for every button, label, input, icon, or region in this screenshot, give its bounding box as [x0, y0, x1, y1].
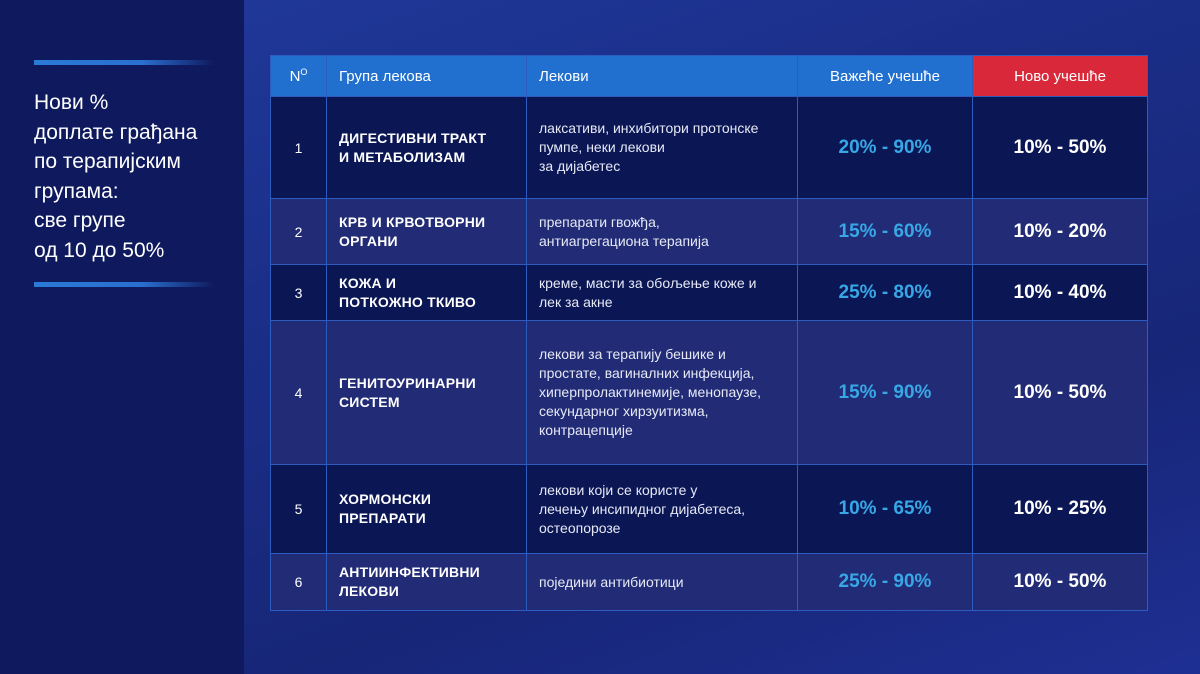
table-row: 5 ХОРМОНСКИ ПРЕПАРАТИ лекови који се кор… [270, 464, 1148, 554]
header-group: Група лекова [326, 55, 527, 97]
title-line: по терапијским [34, 150, 181, 173]
row-current-share: 10% - 65% [797, 464, 973, 554]
row-number: 3 [270, 264, 327, 321]
row-current-share: 25% - 90% [797, 553, 973, 611]
row-group: ХОРМОНСКИ ПРЕПАРАТИ [326, 464, 527, 554]
table-row: 6 АНТИИНФЕКТИВНИ ЛЕКОВИ поједини антибио… [270, 553, 1148, 611]
row-group: ДИГЕСТИВНИ ТРАКТ И МЕТАБОЛИЗАМ [326, 96, 527, 199]
row-current-share: 25% - 80% [797, 264, 973, 321]
row-drugs: лаксативи, инхибитори протонске пумпе, н… [526, 96, 798, 199]
accent-line-bottom [34, 282, 214, 287]
row-number: 1 [270, 96, 327, 199]
row-drugs: креме, масти за обољење коже и лек за ак… [526, 264, 798, 321]
row-group: КОЖА И ПОТКОЖНО ТКИВО [326, 264, 527, 321]
row-number: 5 [270, 464, 327, 554]
title-line: од 10 до 50% [34, 238, 165, 262]
title-line: групама: [34, 179, 119, 203]
row-drugs: лекови који се користе у лечењу инсипидн… [526, 464, 798, 554]
row-new-share: 10% - 20% [972, 198, 1148, 265]
slide-title: Нови % доплате грађана по терапијским гр… [34, 88, 234, 265]
left-panel: Нови % доплате грађана по терапијским гр… [0, 0, 244, 674]
header-current-share: Важеће учешће [797, 55, 973, 97]
copayment-table: NO Група лекова Лекови Важеће учешће Нов… [270, 55, 1148, 611]
row-current-share: 20% - 90% [797, 96, 973, 199]
header-number: NO [270, 55, 327, 97]
table-row: 3 КОЖА И ПОТКОЖНО ТКИВО креме, масти за … [270, 264, 1148, 321]
row-current-share: 15% - 90% [797, 320, 973, 465]
table-row: 1 ДИГЕСТИВНИ ТРАКТ И МЕТАБОЛИЗАМ лаксати… [270, 96, 1148, 199]
accent-line-top [34, 60, 214, 65]
row-new-share: 10% - 50% [972, 553, 1148, 611]
title-line: доплате грађана [34, 120, 198, 144]
title-line: Нови % [34, 91, 109, 114]
row-current-share: 15% - 60% [797, 198, 973, 265]
row-group: АНТИИНФЕКТИВНИ ЛЕКОВИ [326, 553, 527, 611]
table-row: 4 ГЕНИТОУРИНАРНИ СИСТЕМ лекови за терапи… [270, 320, 1148, 465]
row-new-share: 10% - 50% [972, 96, 1148, 199]
table-header-row: NO Група лекова Лекови Важеће учешће Нов… [270, 55, 1148, 97]
row-number: 2 [270, 198, 327, 265]
row-group: КРВ И КРВОТВОРНИ ОРГАНИ [326, 198, 527, 265]
copayment-table-container: NO Група лекова Лекови Важеће учешће Нов… [270, 55, 1148, 611]
row-drugs: препарати гвожђа, антиагрегациона терапи… [526, 198, 798, 265]
table-row: 2 КРВ И КРВОТВОРНИ ОРГАНИ препарати гвож… [270, 198, 1148, 265]
row-group: ГЕНИТОУРИНАРНИ СИСТЕМ [326, 320, 527, 465]
row-drugs: лекови за терапију бешике и простате, ва… [526, 320, 798, 465]
header-drugs: Лекови [526, 55, 798, 97]
header-new-share: Ново учешће [972, 55, 1148, 97]
row-new-share: 10% - 50% [972, 320, 1148, 465]
row-number: 6 [270, 553, 327, 611]
row-drugs: поједини антибиотици [526, 553, 798, 611]
row-number: 4 [270, 320, 327, 465]
title-line: све групе [34, 209, 126, 232]
row-new-share: 10% - 25% [972, 464, 1148, 554]
row-new-share: 10% - 40% [972, 264, 1148, 321]
